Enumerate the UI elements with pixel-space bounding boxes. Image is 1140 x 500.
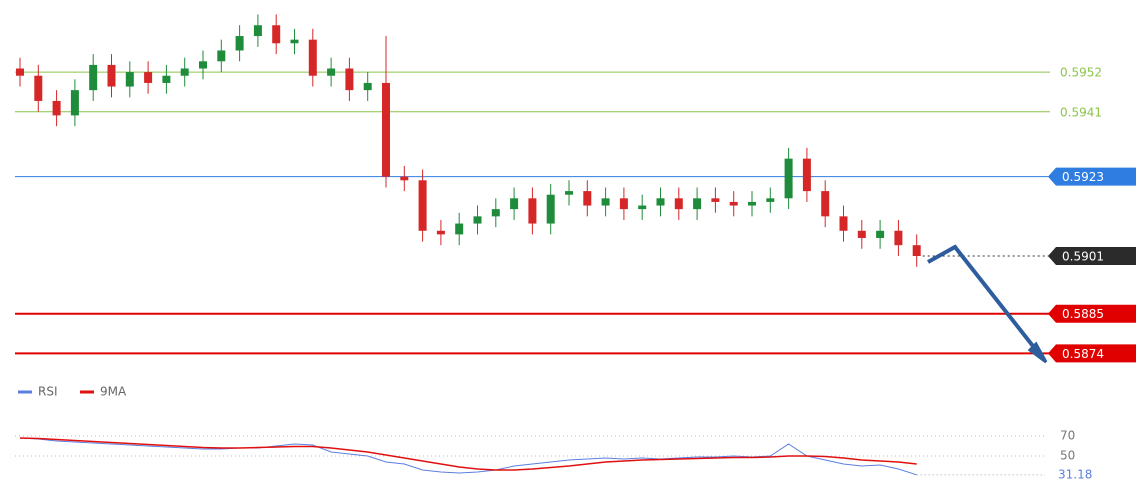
level-label-box <box>1048 304 1136 323</box>
candle-body <box>510 198 519 210</box>
candle-body <box>70 90 79 116</box>
candle-body <box>217 50 226 62</box>
candle-body <box>327 68 336 76</box>
candle-body <box>253 25 262 37</box>
candle-body <box>821 191 830 217</box>
level-label: 0.5901 <box>1062 250 1104 264</box>
candle-body <box>802 158 811 192</box>
legend-label: RSI <box>38 385 58 399</box>
candle-body <box>766 198 775 202</box>
level-label: 0.5874 <box>1062 347 1104 361</box>
candle-body <box>748 201 756 206</box>
series-line <box>19 437 917 476</box>
candle-body <box>729 201 738 206</box>
candle-body <box>16 68 24 76</box>
candle-body <box>418 180 427 231</box>
candle-body <box>912 245 921 257</box>
candle-body <box>34 75 43 101</box>
candle-body <box>528 198 537 224</box>
candle-body <box>839 216 848 231</box>
arrow-head <box>1027 341 1048 364</box>
candle-body <box>876 230 885 238</box>
y-tick-label: 70 <box>1060 429 1075 443</box>
candle-body <box>345 68 354 91</box>
candle-body <box>546 194 555 224</box>
candle-body <box>125 72 134 87</box>
candle-body <box>455 223 464 235</box>
candle-body <box>308 39 317 76</box>
candle-body <box>857 230 866 238</box>
candle-body <box>199 61 207 69</box>
candle-body <box>491 209 500 217</box>
candle-body <box>436 230 445 235</box>
last-value-label: 31.18 <box>1058 467 1092 481</box>
level-label: 0.5885 <box>1062 307 1104 321</box>
candle-body <box>693 198 702 210</box>
series-line <box>19 437 917 471</box>
candle-body <box>363 82 372 91</box>
candle-body <box>400 176 409 181</box>
candle-body <box>565 191 573 195</box>
candle-body <box>583 191 592 206</box>
candle-body <box>638 205 647 210</box>
candle-body <box>89 64 98 91</box>
candle-body <box>784 158 793 199</box>
candle-body <box>290 39 299 44</box>
level-label: 0.5923 <box>1062 170 1104 184</box>
candle-body <box>162 75 171 83</box>
candle-body <box>711 198 720 202</box>
candle-body <box>656 198 665 206</box>
forecast-arrow <box>927 244 1042 357</box>
candle-body <box>382 82 390 177</box>
candle-body <box>619 198 628 210</box>
level-label: 0.5952 <box>1060 66 1102 80</box>
legend-label: 9MA <box>100 385 127 399</box>
candle-body <box>601 198 610 206</box>
candle-body <box>180 68 189 76</box>
level-label-box <box>1048 247 1136 266</box>
candle-body <box>144 72 153 83</box>
level-label-box <box>1048 344 1136 363</box>
candle-body <box>894 230 903 246</box>
candle-body <box>52 100 61 116</box>
level-label-box <box>1048 167 1136 186</box>
y-tick-label: 50 <box>1060 449 1075 463</box>
candle-body <box>272 25 281 44</box>
candle-body <box>235 36 244 51</box>
candle-body <box>473 216 482 224</box>
candle-body <box>674 198 683 210</box>
candle-body <box>107 64 116 87</box>
level-label: 0.5941 <box>1060 105 1102 119</box>
